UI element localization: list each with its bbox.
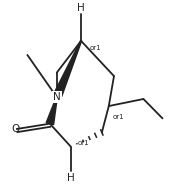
Text: H: H xyxy=(67,173,75,183)
Text: or1: or1 xyxy=(112,114,124,120)
Text: or1: or1 xyxy=(90,45,101,51)
Polygon shape xyxy=(46,97,57,125)
Text: O: O xyxy=(11,124,19,134)
Text: or1: or1 xyxy=(78,140,89,146)
Polygon shape xyxy=(53,41,81,99)
Text: N: N xyxy=(53,92,61,102)
Text: H: H xyxy=(77,3,85,13)
